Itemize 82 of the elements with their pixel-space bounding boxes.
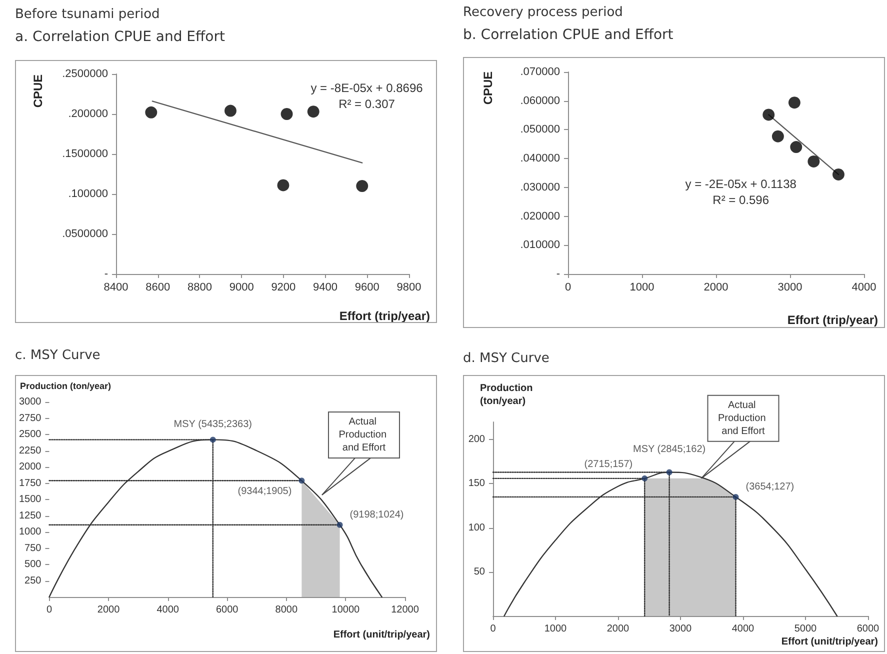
y-tick-label: 1000	[18, 526, 42, 538]
data-label: (9198;1024)	[350, 509, 404, 520]
x-tick-label: 0	[564, 282, 572, 294]
y-tick-label: 3000	[18, 396, 42, 408]
chart-title: Recovery process period	[463, 4, 624, 22]
y-tick-label: .060000	[520, 94, 560, 107]
y-tick-label: 2000	[18, 462, 42, 472]
y-tick-label: 2750	[18, 412, 42, 424]
x-tick-label: 9400	[313, 282, 338, 294]
x-tick-label: 9600	[354, 282, 380, 294]
x-tick-label: 2000	[704, 282, 728, 294]
x-tick-label: 2000	[97, 604, 120, 616]
y-axis-title: Production (ton/year)	[20, 381, 112, 391]
y-tick-label: .0500000	[62, 228, 108, 240]
y-tick-label: 1250	[18, 510, 42, 522]
y-tick-label: .010000	[520, 239, 560, 252]
y-tick-label: 100	[468, 522, 486, 534]
x-tick-label: 4000	[156, 604, 180, 616]
y-tick-label: .200000	[68, 108, 108, 120]
y-tick-label: -	[104, 268, 108, 280]
y-tick-label: 1500	[18, 494, 42, 505]
x-tick-label: 9000	[229, 282, 254, 294]
x-tick-label: 0	[490, 624, 496, 634]
y-tick-label: .040000	[520, 152, 560, 165]
chart-title: c. MSY Curve	[15, 347, 102, 365]
x-tick-label: 6000	[856, 624, 880, 634]
x-tick-label: 0	[46, 604, 52, 616]
x-tick-label: 5000	[794, 624, 818, 634]
chart-title: d. MSY Curve	[463, 350, 550, 368]
y-tick-label: .050000	[520, 124, 560, 136]
x-tick-label: 2000	[606, 624, 630, 634]
y-axis-title: CPUE	[481, 71, 495, 105]
chart-subtitle: b. Correlation CPUE and Effort	[463, 26, 674, 45]
y-tick-label: 2500	[18, 429, 42, 440]
x-tick-label: 1000	[544, 624, 568, 634]
x-axis-title: Effort (unit/trip/year)	[781, 636, 878, 648]
y-axis-title: CPUE	[31, 74, 45, 108]
y-tick-label: 200	[468, 434, 486, 446]
annotation: y = -2E-05x + 0.1138	[685, 177, 797, 192]
chart-subtitle: a. Correlation CPUE and Effort	[15, 28, 226, 47]
y-tick-label: 500	[24, 559, 42, 570]
y-tick-label: .100000	[68, 188, 108, 200]
y-tick-label: .030000	[520, 181, 560, 194]
y-tick-label: 750	[24, 542, 42, 554]
x-tick-label: 1000	[630, 282, 654, 294]
y-tick-label: -	[556, 268, 560, 280]
chart-title: Before tsunami period	[15, 6, 161, 24]
annotation: R² = 0.596	[712, 193, 770, 208]
annotation: Actual Production and Effort	[338, 416, 390, 454]
x-tick-label: 4000	[732, 624, 755, 634]
x-tick-label: 6000	[216, 604, 239, 616]
y-tick-label: 1750	[18, 478, 42, 489]
y-tick-label: 50	[474, 566, 486, 578]
y-tick-label: 250	[24, 575, 42, 586]
x-tick-label: 9200	[271, 282, 296, 294]
y-axis-title: Production (ton/year)	[480, 383, 536, 407]
y-tick-label: 150	[468, 478, 486, 490]
annotation: Actual Production and Effort	[718, 400, 769, 437]
x-axis-title: Effort (unit/trip/year)	[333, 630, 430, 640]
y-tick-label: .2500000	[62, 68, 108, 80]
annotation: y = -8E-05x + 0.8696	[310, 81, 424, 96]
x-tick-label: 3000	[669, 624, 692, 634]
data-label: MSY (2845;162)	[632, 444, 706, 455]
data-label: MSY (5435;2363)	[174, 419, 252, 430]
annotation: R² = 0.307	[338, 97, 396, 112]
y-tick-label: .1500000	[62, 148, 108, 160]
x-tick-label: 8800	[187, 282, 212, 294]
x-tick-label: 8000	[275, 604, 298, 616]
x-tick-label: 10000	[332, 604, 360, 616]
x-tick-label: 3000	[778, 282, 802, 294]
y-tick-label: .020000	[520, 210, 560, 222]
x-tick-label: 8600	[146, 282, 170, 294]
x-axis-title: Effort (trip/year)	[787, 313, 878, 327]
x-tick-label: 8400	[104, 282, 128, 294]
data-label: (3654;127)	[746, 481, 794, 492]
x-tick-label: 9800	[396, 282, 422, 294]
data-label: (2715;157)	[584, 458, 633, 470]
data-label: (9344;1905)	[238, 486, 292, 498]
y-tick-label: 2250	[18, 445, 42, 456]
y-tick-label: .070000	[520, 66, 560, 78]
x-tick-label: 4000	[852, 282, 876, 294]
x-tick-label: 12000	[391, 604, 420, 616]
